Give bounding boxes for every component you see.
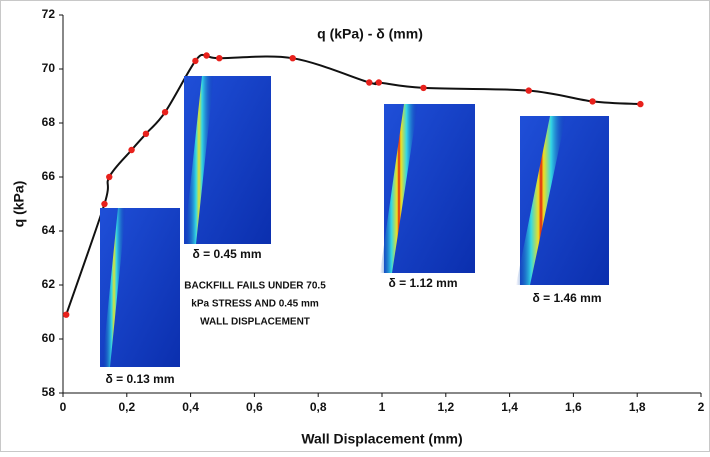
x-tick-label: 1,2 [437, 400, 454, 414]
inset: δ = 1.12 mm [380, 104, 475, 290]
y-tick-label: 58 [42, 385, 56, 399]
point [589, 98, 596, 105]
point [289, 55, 296, 62]
point [216, 55, 223, 62]
x-tick-label: 1,8 [629, 400, 646, 414]
plot: 58 60 62 64 66 68 70 72 0 0,2 0,4 0,6 0,8 1 1,2 1,4 1,6 1… [42, 7, 705, 414]
point [142, 130, 150, 137]
point [637, 100, 644, 108]
x-tick-label: 1,6 [565, 400, 582, 414]
x-tick-label: 0,2 [118, 400, 135, 414]
y-tick-label: 62 [42, 277, 56, 291]
inset-caption: δ = 1.46 mm [533, 291, 602, 305]
annotation: WALL DISPLACEMENT [200, 317, 310, 328]
annotation: BACKFILL FAILS UNDER 70.5 [184, 281, 326, 292]
point [62, 311, 70, 318]
point [192, 57, 199, 65]
point [525, 87, 532, 94]
x-tick-label: 0 [60, 400, 67, 414]
point [128, 146, 135, 154]
y-tick-label: 72 [42, 7, 56, 21]
inset-caption: δ = 0.45 mm [193, 247, 262, 261]
x-tick-label: 1 [379, 400, 386, 414]
point [161, 109, 169, 116]
point [420, 84, 427, 92]
annotation: kPa STRESS AND 0.45 mm [191, 299, 319, 310]
y-axis-label: q (kPa) [11, 181, 27, 228]
point [106, 173, 113, 181]
inset: δ = 0.13 mm [100, 208, 180, 386]
y-tick-label: 64 [42, 223, 56, 237]
point [366, 79, 373, 86]
x-tick-label: 0,4 [182, 400, 199, 414]
x-tick-label: 0,8 [310, 400, 327, 414]
y-tick-label: 66 [42, 169, 56, 183]
point [203, 52, 210, 59]
y-tick-label: 60 [42, 331, 56, 345]
inset: δ = 1.46 mm [516, 116, 609, 305]
inset-caption: δ = 0.13 mm [106, 372, 175, 386]
y-tick-label: 68 [42, 115, 56, 129]
point [375, 79, 383, 86]
x-tick-label: 2 [698, 400, 705, 414]
chart-title: q (kPa) - δ (mm) [317, 26, 423, 42]
x-tick-label: 0,6 [246, 400, 263, 414]
x-axis-label: Wall Displacement (mm) [301, 431, 462, 447]
x-tick-label: 1,4 [501, 400, 518, 414]
y-tick-label: 70 [42, 61, 56, 75]
point [101, 200, 108, 208]
inset: δ = 0.45 mm [184, 76, 271, 261]
inset-caption: δ = 1.12 mm [389, 276, 458, 290]
line [65, 53, 641, 316]
